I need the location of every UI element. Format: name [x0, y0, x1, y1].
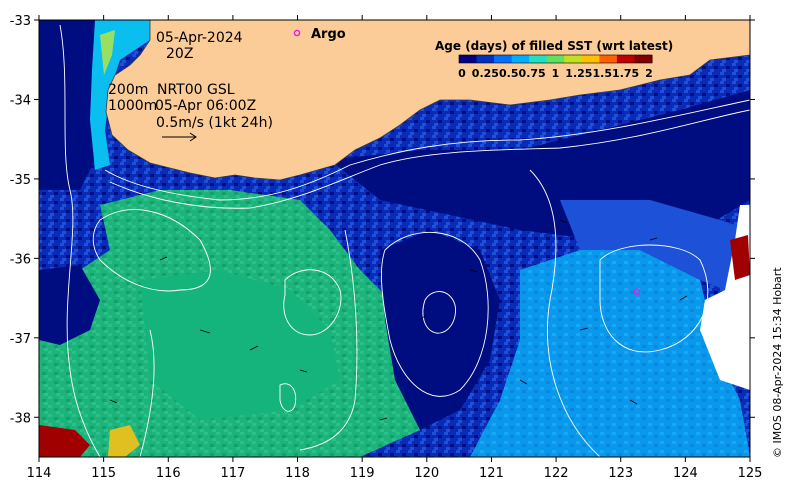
colorbar	[458, 54, 653, 64]
sst-red-patch-east	[730, 235, 750, 280]
colorbar-segment	[599, 55, 618, 63]
sst-yellow-patch-sw	[108, 425, 140, 457]
colorbar-tick-label: 1.5	[593, 67, 613, 80]
sst-teal-patch	[140, 270, 340, 420]
ssh-contour-1	[59, 24, 101, 457]
ssh-contour-6	[299, 229, 358, 451]
x-tick-label: 119	[350, 466, 375, 481]
ssh-contour-4	[380, 232, 489, 397]
colorbar-segment	[616, 55, 635, 63]
argo-legend-marker	[293, 29, 301, 37]
ssh-contour-3	[283, 269, 342, 336]
sst-deep-west	[39, 265, 100, 345]
colorbar-segment	[581, 55, 600, 63]
sst-mid-blue-east	[560, 200, 750, 300]
colorbar-ticks: 0 0.25 0.5 0.75 1 1.25 1.5 1.75 2	[458, 67, 653, 80]
y-tick-label: -37	[10, 332, 31, 347]
x-axis: 114 115 116 117 118 119 120 121 122 123 124 125	[27, 15, 763, 481]
colorbar-title: Age (days) of filled SST (wrt latest)	[435, 39, 673, 53]
y-tick-label: -34	[10, 93, 31, 108]
colorbar-segment	[459, 55, 478, 63]
colorbar-tick-label: 0	[458, 67, 466, 80]
x-tick-label: 123	[608, 466, 633, 481]
current-vectors	[109, 219, 688, 421]
date-label: 05-Apr-2024	[156, 30, 243, 46]
isobath-1000	[109, 109, 750, 209]
ssh-contour-9	[139, 329, 155, 457]
y-tick-label: -35	[10, 173, 31, 188]
x-tick-label: 124	[673, 466, 698, 481]
colorbar-segment	[546, 55, 565, 63]
current-vector	[519, 379, 528, 385]
model-time-label: 05-Apr 06:00Z	[155, 98, 256, 114]
sst-coastal-green	[100, 30, 115, 75]
colorbar-tick-label: 0.5	[499, 67, 519, 80]
x-tick-label: 125	[738, 466, 763, 481]
ssh-contour-2	[92, 209, 211, 292]
colorbar-segment	[564, 55, 583, 63]
argo-floats	[633, 288, 641, 296]
isobath-200	[104, 99, 750, 201]
current-vector	[629, 399, 638, 405]
contours	[59, 24, 750, 457]
current-vector	[419, 314, 427, 321]
plot-frame	[38, 19, 751, 458]
colorbar-tick-label: 1.75	[612, 67, 639, 80]
colorbar-segment	[511, 55, 530, 63]
x-tick-label: 122	[544, 466, 569, 481]
y-tick-label: -38	[10, 411, 31, 426]
colorbar-tick-label: 2	[645, 67, 653, 80]
scale-arrow	[162, 132, 197, 142]
sst-dark-northwest	[39, 20, 105, 190]
x-tick-label: 115	[91, 466, 116, 481]
x-tick-label: 121	[479, 466, 504, 481]
colorbar-tick-label: 1	[552, 67, 560, 80]
ssh-contour-10	[279, 383, 297, 412]
y-tick-label: -33	[10, 14, 31, 29]
x-tick-label: 120	[414, 466, 439, 481]
sst-red-patch-sw	[39, 425, 90, 457]
ssh-contour-5	[422, 291, 456, 334]
colorbar-segment	[634, 55, 653, 63]
x-tick-label: 118	[285, 466, 310, 481]
scale-label: 0.5m/s (1kt 24h)	[156, 115, 273, 131]
colorbar-tick-label: 1.25	[565, 67, 592, 80]
current-vector	[379, 417, 388, 421]
x-tick-label: 116	[156, 466, 181, 481]
sst-light-blue-region	[470, 250, 750, 457]
argo-legend-label: Argo	[311, 27, 346, 42]
depth-200-label: 200m	[108, 82, 148, 98]
current-vector	[249, 345, 259, 351]
time-label: 20Z	[166, 46, 193, 62]
current-vector	[469, 269, 479, 273]
current-vector	[159, 256, 168, 261]
current-vector	[559, 219, 568, 224]
colorbar-tick-label: 0.25	[472, 67, 499, 80]
current-vector	[579, 327, 589, 331]
current-vector	[109, 399, 118, 404]
current-vector	[649, 237, 658, 241]
colorbar-segment	[529, 55, 548, 63]
colorbar-segment	[494, 55, 513, 63]
depth-1000-label: 1000m	[108, 98, 157, 114]
model-label: NRT00 GSL	[157, 82, 235, 98]
current-vector	[299, 369, 308, 373]
x-tick-label: 117	[220, 466, 245, 481]
colorbar-frame	[458, 54, 653, 64]
argo-float-marker	[633, 288, 641, 296]
x-tick-label: 114	[27, 466, 52, 481]
current-vector	[199, 329, 211, 334]
colorbar-tick-label: 0.75	[519, 67, 546, 80]
ssh-contour-7	[529, 169, 601, 457]
ssh-contour-8	[599, 244, 709, 353]
credit-label: © IMOS 08-Apr-2024 15:34 Hobart	[771, 267, 784, 458]
y-tick-label: -36	[10, 252, 31, 267]
colorbar-segment	[476, 55, 495, 63]
current-vector	[679, 295, 688, 301]
y-axis: -33 -34 -35 -36 -37 -38	[10, 14, 755, 426]
